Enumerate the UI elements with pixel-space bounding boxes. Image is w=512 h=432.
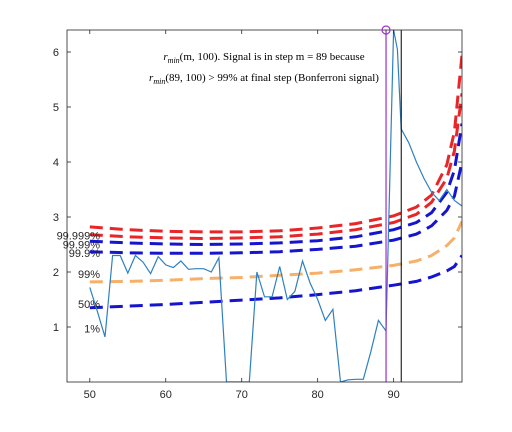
title-rest: (m, 100). Signal is in step m = 89 becau… — [180, 51, 365, 63]
chart-title-line: rmin(m, 100). Signal is in step m = 89 b… — [163, 51, 364, 65]
x-tick-label: 80 — [312, 389, 324, 401]
y-tick-label: 5 — [53, 102, 59, 114]
x-axis-ticks: 50 60 70 80 90 — [84, 30, 400, 401]
y-tick-label: 4 — [53, 157, 59, 169]
confidence-bands — [89, 54, 462, 310]
x-tick-label: 60 — [160, 389, 172, 401]
chart-title-line: rmin(89, 100) > 99% at final step (Bonfe… — [149, 72, 379, 86]
y-tick-label: 3 — [53, 212, 59, 224]
band-label: 99.999% — [57, 231, 101, 243]
chart-title: rmin(m, 100). Signal is in step m = 89 b… — [149, 51, 379, 86]
band-line-5 — [89, 254, 462, 310]
y-tick-label: 2 — [53, 267, 59, 279]
band-labels: 99.999%99.99%99.9% 99% 50% 1% — [57, 231, 101, 336]
band-line-4 — [89, 220, 462, 284]
band-label: 1% — [84, 324, 100, 336]
band-line-0 — [89, 54, 462, 234]
title-rest: (89, 100) > 99% at final step (Bonferron… — [165, 72, 379, 84]
signal-marker-circle — [381, 25, 391, 35]
title-subscript: min — [168, 56, 180, 65]
y-axis-ticks: 1 2 3 4 5 6 — [53, 47, 462, 334]
x-tick-label: 70 — [236, 389, 248, 401]
y-tick-label: 1 — [53, 322, 59, 334]
title-subscript: min — [153, 77, 165, 86]
vertical-lines — [385, 30, 402, 382]
signal-marker — [381, 25, 391, 35]
signal-line — [89, 30, 462, 382]
x-tick-label: 50 — [84, 389, 96, 401]
band-label: 99.99% — [63, 240, 101, 252]
signal-series — [89, 30, 462, 382]
band-label: 99.9% — [69, 248, 100, 260]
band-line-2 — [89, 123, 462, 247]
band-label: 99% — [78, 269, 100, 281]
band-line-1 — [89, 93, 462, 241]
x-tick-label: 90 — [388, 389, 400, 401]
band-label: 50% — [78, 299, 100, 311]
title-r: r — [149, 72, 154, 84]
plot-frame — [66, 29, 463, 383]
y-tick-label: 6 — [53, 47, 59, 59]
title-r: r — [163, 51, 168, 63]
band-line-3 — [89, 161, 462, 255]
